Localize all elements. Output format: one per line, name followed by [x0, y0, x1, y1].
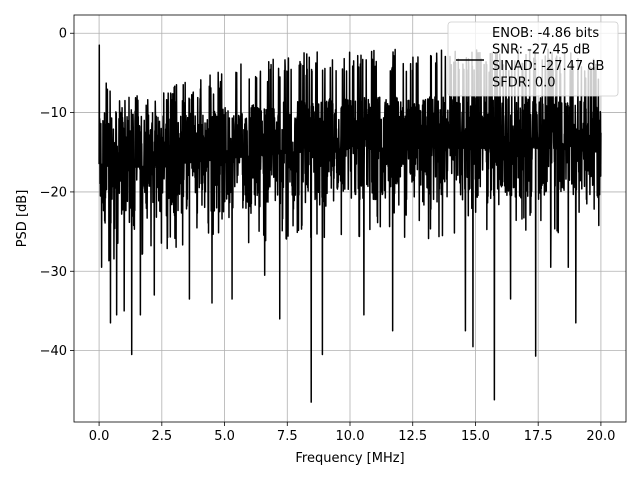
legend-line: SNR: -27.45 dB [492, 43, 590, 58]
y-tick-label: −30 [40, 265, 67, 280]
legend-entry: ENOB: -4.86 bits SNR: -27.45 dB SINAD: -27… [492, 26, 604, 91]
x-tick-label: 17.5 [524, 429, 553, 444]
legend-line: SFDR: 0.0 [492, 76, 556, 91]
series-line [98, 44, 602, 403]
x-tick-label: 7.5 [277, 429, 298, 444]
x-tick-label: 15.0 [461, 429, 490, 444]
legend: ENOB: -4.86 bits SNR: -27.45 dB SINAD: -27… [447, 21, 619, 97]
x-tick-label: 12.5 [398, 429, 427, 444]
y-axis-label: PSD [dB] [15, 190, 30, 248]
plot-area [98, 44, 602, 403]
x-tick-label: 2.5 [151, 429, 172, 444]
y-tick-label: −20 [40, 185, 67, 200]
x-tick-label: 10.0 [336, 429, 365, 444]
y-tick-label: −10 [40, 106, 67, 121]
y-tick-label: −40 [40, 344, 67, 359]
legend-line: SINAD: -27.47 dB [492, 59, 604, 74]
x-axis-label: Frequency [MHz] [295, 451, 404, 466]
y-tick-label: 0 [59, 27, 67, 42]
x-tick-label: 20.0 [586, 429, 615, 444]
legend-box [447, 21, 619, 97]
legend-line: ENOB: -4.86 bits [492, 26, 599, 41]
x-axis: 0.0 2.5 5.0 7.5 10.0 12.5 15.0 17.5 20.0 [89, 422, 615, 444]
x-tick-label: 0.0 [89, 429, 110, 444]
x-tick-label: 5.0 [214, 429, 235, 444]
y-axis: 0 −10 −20 −30 −40 [40, 27, 74, 359]
